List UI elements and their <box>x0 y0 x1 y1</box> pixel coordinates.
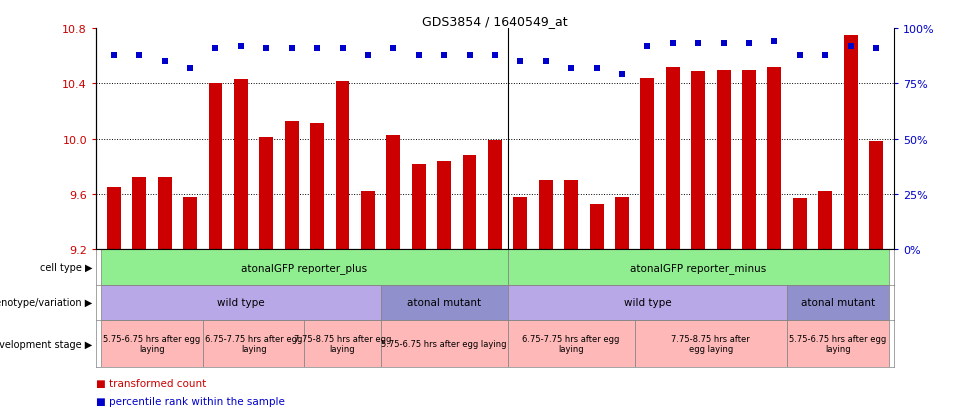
Point <box>767 39 782 45</box>
Bar <box>513 197 528 250</box>
Bar <box>305 320 381 368</box>
Text: atonalGFP reporter_plus: atonalGFP reporter_plus <box>241 262 367 273</box>
Bar <box>691 72 705 250</box>
Bar <box>634 320 787 368</box>
Bar <box>381 285 507 320</box>
Bar <box>640 78 654 250</box>
Title: GDS3854 / 1640549_at: GDS3854 / 1640549_at <box>422 15 568 28</box>
Bar <box>787 320 889 368</box>
Bar <box>310 124 324 250</box>
Bar <box>381 320 507 368</box>
Point <box>614 72 629 78</box>
Bar <box>209 84 223 250</box>
Point <box>259 45 274 52</box>
Point <box>183 65 198 72</box>
Point <box>411 52 427 59</box>
Point <box>690 41 705 47</box>
Text: ■ percentile rank within the sample: ■ percentile rank within the sample <box>96 396 285 406</box>
Bar <box>462 156 477 250</box>
Bar <box>507 250 889 285</box>
Text: cell type ▶: cell type ▶ <box>39 262 92 273</box>
Bar <box>844 36 857 250</box>
Point <box>360 52 376 59</box>
Bar <box>539 181 553 250</box>
Point <box>843 43 858 50</box>
Text: wild type: wild type <box>217 297 264 308</box>
Bar <box>589 204 604 250</box>
Text: 5.75-6.75 hrs after egg
laying: 5.75-6.75 hrs after egg laying <box>789 334 886 354</box>
Point <box>157 59 172 65</box>
Bar <box>101 285 381 320</box>
Bar <box>488 141 502 250</box>
Text: 7.75-8.75 hrs after
egg laying: 7.75-8.75 hrs after egg laying <box>672 334 751 354</box>
Text: wild type: wild type <box>624 297 671 308</box>
Point <box>334 45 350 52</box>
Text: 5.75-6.75 hrs after egg laying: 5.75-6.75 hrs after egg laying <box>382 339 506 348</box>
Point <box>385 45 401 52</box>
Bar <box>507 320 634 368</box>
Bar <box>133 178 146 250</box>
Bar <box>666 68 679 250</box>
Bar <box>203 320 305 368</box>
Point <box>818 52 833 59</box>
Bar <box>507 285 787 320</box>
Point <box>665 41 680 47</box>
Bar <box>869 142 883 250</box>
Point <box>107 52 122 59</box>
Bar <box>101 320 203 368</box>
Bar <box>818 192 832 250</box>
Text: genotype/variation ▶: genotype/variation ▶ <box>0 297 92 308</box>
Point <box>868 45 883 52</box>
Bar <box>767 68 781 250</box>
Bar <box>717 70 730 250</box>
Bar <box>564 181 579 250</box>
Bar <box>361 192 375 250</box>
Bar <box>742 70 756 250</box>
Bar <box>107 188 121 250</box>
Bar <box>787 285 889 320</box>
Point <box>132 52 147 59</box>
Bar <box>184 197 197 250</box>
Bar <box>386 135 401 250</box>
Bar <box>411 164 426 250</box>
Point <box>462 52 478 59</box>
Bar <box>437 161 451 250</box>
Point <box>436 52 452 59</box>
Text: atonal mutant: atonal mutant <box>407 297 481 308</box>
Bar <box>284 121 299 250</box>
Point <box>741 41 756 47</box>
Text: 7.75-8.75 hrs after egg
laying: 7.75-8.75 hrs after egg laying <box>294 334 391 354</box>
Bar <box>101 250 507 285</box>
Point <box>487 52 503 59</box>
Point <box>234 43 249 50</box>
Bar <box>158 178 172 250</box>
Text: atonalGFP reporter_minus: atonalGFP reporter_minus <box>630 262 766 273</box>
Point <box>640 43 655 50</box>
Text: 6.75-7.75 hrs after egg
laying: 6.75-7.75 hrs after egg laying <box>523 334 620 354</box>
Bar <box>615 197 628 250</box>
Text: ■ transformed count: ■ transformed count <box>96 378 207 388</box>
Bar <box>259 138 273 250</box>
Point <box>512 59 528 65</box>
Point <box>309 45 325 52</box>
Point <box>589 65 604 72</box>
Point <box>538 59 554 65</box>
Text: development stage ▶: development stage ▶ <box>0 339 92 349</box>
Bar <box>335 81 350 250</box>
Text: atonal mutant: atonal mutant <box>801 297 875 308</box>
Bar <box>793 199 806 250</box>
Bar <box>234 80 248 250</box>
Point <box>792 52 807 59</box>
Point <box>563 65 579 72</box>
Text: 5.75-6.75 hrs after egg
laying: 5.75-6.75 hrs after egg laying <box>104 334 201 354</box>
Point <box>284 45 300 52</box>
Point <box>208 45 223 52</box>
Point <box>716 41 731 47</box>
Text: 6.75-7.75 hrs after egg
laying: 6.75-7.75 hrs after egg laying <box>205 334 303 354</box>
